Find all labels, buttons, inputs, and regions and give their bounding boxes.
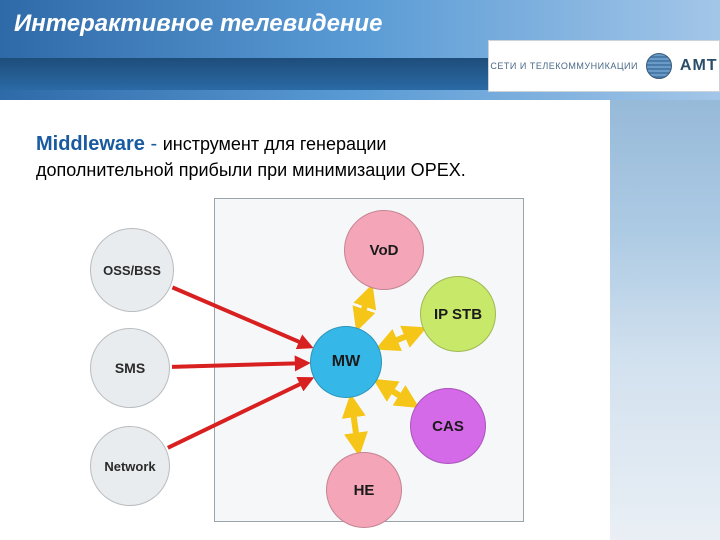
- globe-icon: [646, 53, 672, 79]
- subtitle-lead: Middleware: [36, 133, 145, 155]
- brand-logo: AMT: [680, 57, 718, 75]
- node-cas: CAS: [410, 388, 486, 464]
- node-sms: SMS: [90, 328, 170, 408]
- subtitle: Middleware - инструмент для генерации до…: [36, 130, 600, 183]
- decorative-right-strip: [610, 100, 720, 540]
- node-he: HE: [326, 452, 402, 528]
- middleware-diagram: MW VoDIP STB CASHE OSS/BSS SMS Network: [60, 198, 540, 528]
- node-network: Network: [90, 426, 170, 506]
- node-vod: VoD: [344, 210, 424, 290]
- content-area: Middleware - инструмент для генерации до…: [36, 130, 600, 183]
- subtitle-line1: инструмент для генерации: [163, 134, 387, 154]
- node-mw: MW: [310, 326, 382, 398]
- node-ipstb: IP STB: [420, 276, 496, 352]
- subtitle-line2: дополнительной прибыли при минимизации O…: [36, 160, 466, 180]
- brand-name: AMT: [680, 57, 718, 75]
- page-title: Интерактивное телевидение: [14, 10, 382, 38]
- brand-panel: СЕТИ И ТЕЛЕКОММУНИКАЦИИ AMT: [488, 40, 720, 92]
- node-ossbss: OSS/BSS: [90, 228, 174, 312]
- brand-tagline: СЕТИ И ТЕЛЕКОММУНИКАЦИИ: [490, 61, 638, 71]
- subtitle-dash: -: [145, 133, 163, 155]
